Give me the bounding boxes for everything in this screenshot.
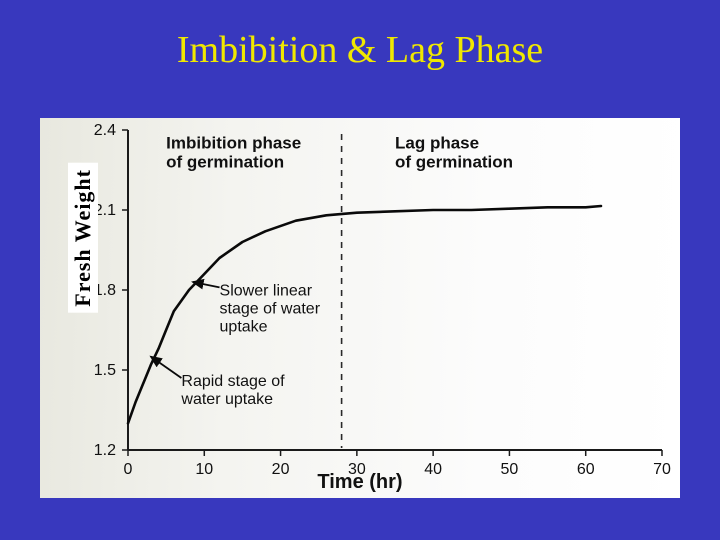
annotation-lag: Lag phase: [395, 134, 479, 153]
x-tick-label: 20: [272, 461, 290, 478]
germination-chart: Fresh Weight 1.21.51.82.12.4010203040506…: [40, 118, 680, 498]
x-axis-label: Time (hr): [317, 471, 402, 494]
y-tick-label: 2.4: [94, 122, 116, 139]
y-tick-label: 1.2: [94, 442, 116, 459]
annotation-arrow: [193, 282, 220, 287]
annotation-rapid: water uptake: [180, 391, 273, 408]
chart-svg: 1.21.51.82.12.4010203040506070Imbibition…: [40, 118, 680, 498]
page-title: Imbibition & Lag Phase: [0, 0, 720, 72]
x-tick-label: 70: [653, 461, 671, 478]
annotation-imbibition: of germination: [166, 153, 284, 172]
annotation-arrow: [151, 357, 182, 378]
annotation-slower: Slower linear: [220, 282, 313, 299]
y-axis-label: Fresh Weight: [68, 163, 98, 313]
x-tick-label: 50: [501, 461, 519, 478]
x-tick-label: 40: [424, 461, 442, 478]
x-tick-label: 0: [124, 461, 133, 478]
annotation-slower: stage of water: [220, 300, 321, 317]
annotation-rapid: Rapid stage of: [181, 373, 285, 390]
annotation-slower: uptake: [220, 318, 268, 335]
annotation-imbibition: Imbibition phase: [166, 134, 301, 153]
x-tick-label: 10: [195, 461, 213, 478]
annotation-lag: of germination: [395, 153, 513, 172]
x-tick-label: 60: [577, 461, 595, 478]
y-tick-label: 1.5: [94, 362, 116, 379]
